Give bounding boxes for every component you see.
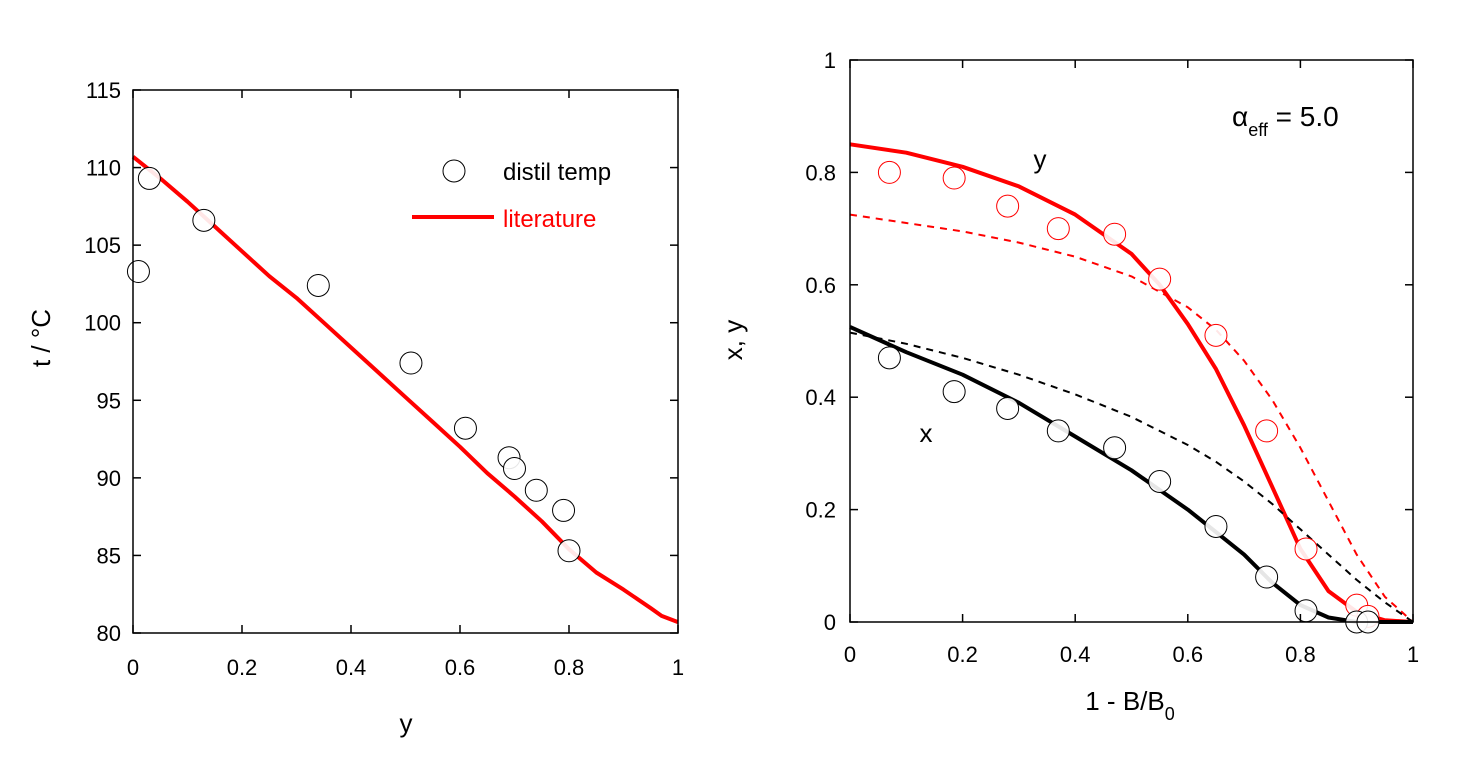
alpha-symbol: α — [1232, 101, 1248, 132]
data-point-distil temp — [552, 498, 576, 522]
y-tick-label: 95 — [97, 388, 121, 413]
right-chart-tick-labels: 0 0.2 0.4 0.6 0.8 1 0 0.2 0.4 0.6 0.8 1 — [805, 48, 1419, 667]
data-point-x — [942, 380, 966, 404]
legend-label-distil-temp: distil temp — [503, 159, 611, 186]
data-point-x — [1103, 436, 1127, 460]
left-chart-tick-labels: 0 0.2 0.4 0.6 0.8 1 80 85 90 95 100 105 110 115 — [84, 78, 684, 680]
x-tick-label: 0.6 — [1173, 642, 1204, 667]
curve-label-x: x — [920, 418, 933, 448]
y-tick-label: 0.4 — [805, 385, 836, 410]
y-tick-label: 0.8 — [805, 160, 836, 185]
left-chart-y-axis-label: t / °C — [26, 309, 56, 367]
data-point-y — [877, 160, 901, 184]
data-point-x — [1294, 599, 1318, 623]
y-tick-label: 105 — [84, 233, 121, 258]
left-chart: 0 0.2 0.4 0.6 0.8 1 80 85 90 95 100 105 110 115 y t /… — [26, 78, 684, 738]
data-point-y — [942, 166, 966, 190]
left-chart-plot-area — [126, 155, 679, 624]
x-tick-label: 0.2 — [227, 655, 258, 680]
data-point-y — [1148, 267, 1172, 291]
y-tick-label: 1 — [824, 48, 836, 73]
data-point-y — [1294, 537, 1318, 561]
data-point-distil temp — [126, 260, 150, 284]
data-point-distil temp — [306, 273, 330, 297]
y-tick-label: 115 — [86, 78, 121, 103]
y-tick-label: 100 — [84, 311, 121, 336]
alpha-eff-annotation: αeff = 5.0 — [1232, 101, 1339, 140]
x-tick-label: 0.4 — [1060, 642, 1091, 667]
legend-marker-circle — [442, 159, 466, 183]
x-tick-label: 0 — [844, 642, 856, 667]
series-literature-line-line — [131, 155, 679, 624]
series-3-dashed-line — [849, 331, 1414, 623]
data-point-x — [1255, 565, 1279, 589]
y-tick-label: 0.6 — [805, 273, 836, 298]
y-tick-label: 85 — [97, 543, 121, 568]
legend-label-literature: literature — [503, 206, 596, 233]
x-tick-label: 0.6 — [445, 655, 476, 680]
x-tick-label: 0.4 — [336, 655, 367, 680]
x-tick-label: 1 — [1407, 642, 1419, 667]
right-chart-x-axis-label: 1 - B/B0 — [1085, 686, 1175, 724]
right-chart-plot-area — [849, 142, 1414, 634]
right-chart: 0 0.2 0.4 0.6 0.8 100.20.40.60.81 1 - B/B0 x,… — [718, 48, 1419, 724]
data-point-x — [1204, 514, 1228, 538]
data-point-y — [1204, 323, 1228, 347]
right-chart-x-axis-label-main: 1 - B/B — [1085, 686, 1164, 716]
left-chart-ticks — [132, 89, 679, 634]
y-tick-label: 90 — [97, 466, 121, 491]
x-tick-label: 0.2 — [947, 642, 978, 667]
right-chart-frame — [849, 59, 1414, 623]
data-point-distil temp — [524, 478, 548, 502]
data-point-distil temp — [192, 208, 216, 232]
y-tick-label: 0.2 — [805, 498, 836, 523]
left-chart-x-axis-label: y — [400, 708, 413, 738]
right-chart-y-axis-label: x, y — [718, 320, 748, 360]
curve-label-y: y — [1034, 144, 1047, 174]
x-tick-label: 0.8 — [1285, 642, 1316, 667]
y-tick-label: 80 — [97, 621, 121, 646]
data-point-x — [996, 396, 1020, 420]
data-point-y — [1103, 222, 1127, 246]
alpha-subscript: eff — [1248, 120, 1269, 140]
series-x-solid-line — [849, 325, 1413, 624]
y-tick-label: 110 — [86, 156, 121, 181]
right-chart-ticks — [849, 59, 1414, 623]
data-point-x — [877, 346, 901, 370]
left-chart-legend: distil temp literature — [412, 159, 611, 233]
data-point-distil temp — [453, 416, 477, 440]
data-point-y — [1255, 419, 1279, 443]
x-tick-label: 1 — [672, 655, 684, 680]
y-tick-label: 0 — [824, 610, 836, 635]
data-point-distil temp — [399, 351, 423, 375]
series-y-solid-line — [849, 142, 1414, 624]
data-point-x — [1148, 470, 1172, 493]
x-tick-label: 0.8 — [554, 655, 585, 680]
data-point-y — [1046, 217, 1070, 241]
data-point-distil temp — [137, 166, 161, 190]
data-point-distil temp — [557, 539, 581, 563]
data-point-x — [1046, 419, 1070, 443]
x-tick-label: 0 — [127, 655, 139, 680]
data-point-distil temp — [503, 457, 526, 481]
alpha-value: = 5.0 — [1268, 101, 1339, 132]
data-point-y — [996, 194, 1020, 218]
series-1-dashed-line — [849, 213, 1414, 623]
right-chart-x-axis-label-sub: 0 — [1165, 704, 1175, 724]
left-chart-frame — [132, 89, 679, 634]
